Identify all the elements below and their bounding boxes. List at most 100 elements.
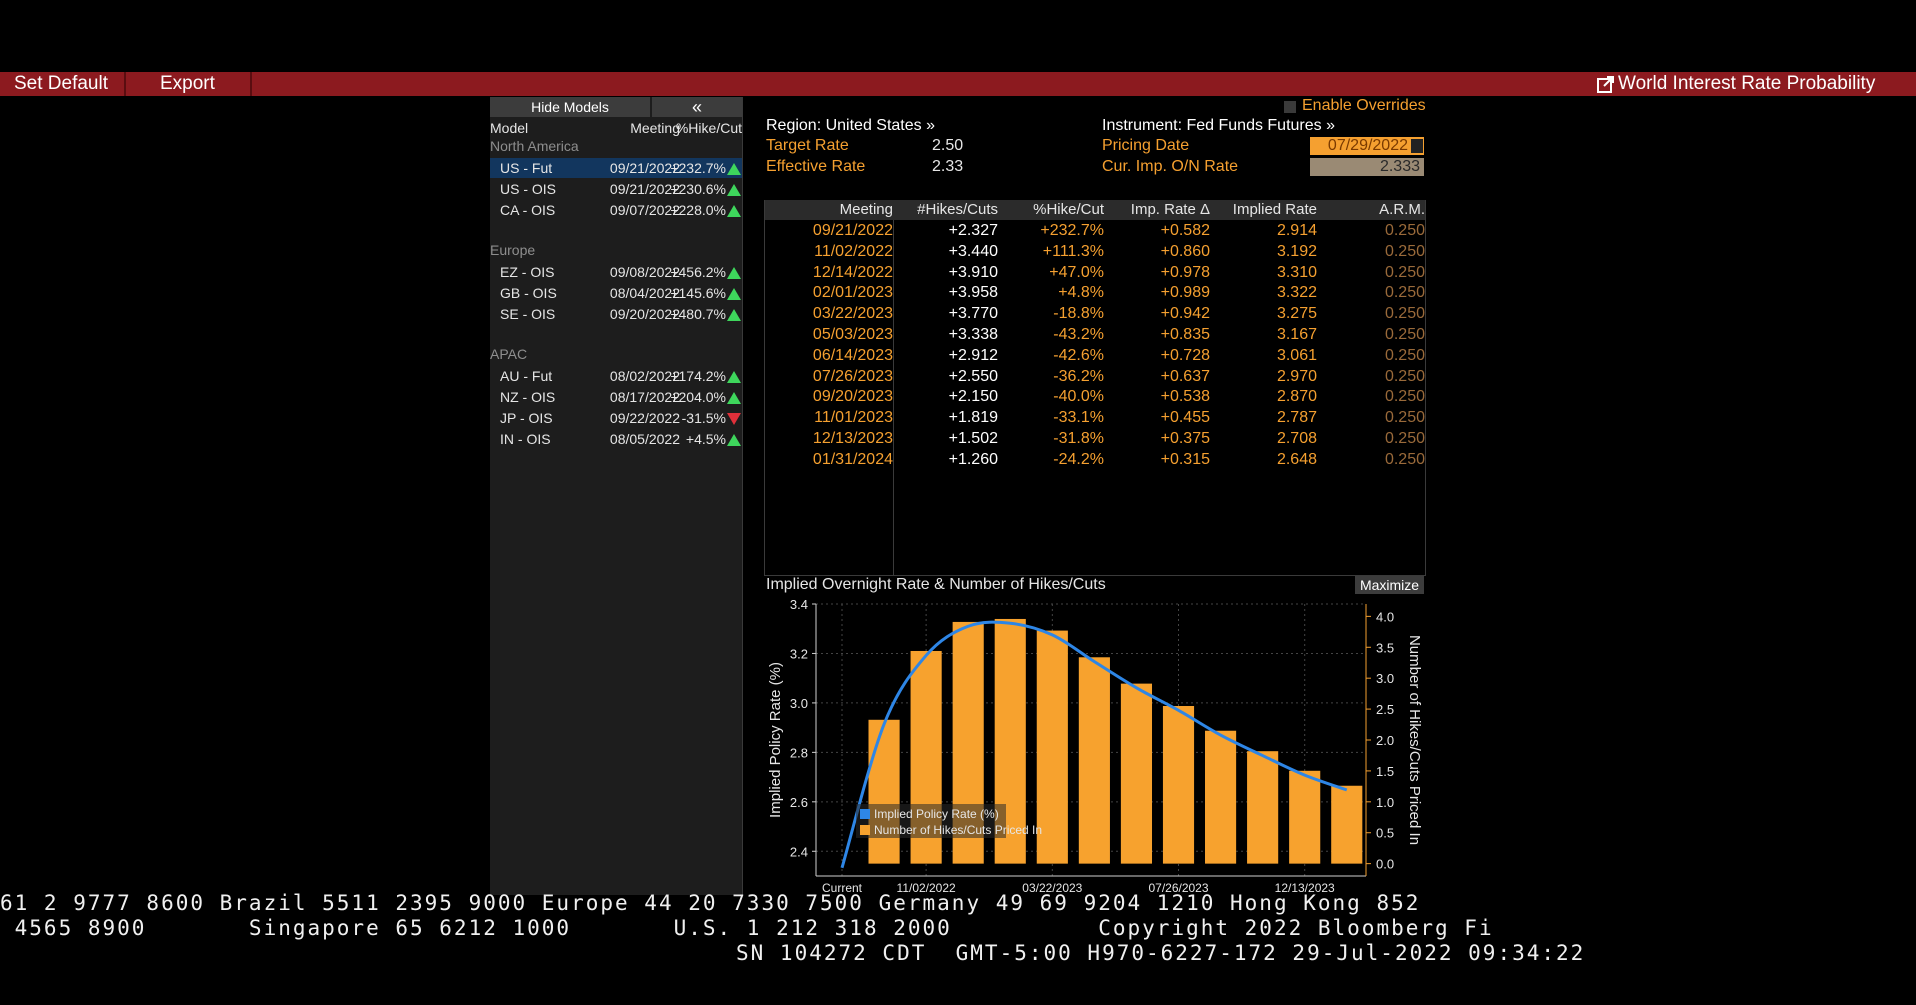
th-imp-rate-delta[interactable]: Imp. Rate Δ (1104, 200, 1210, 220)
hide-models-button[interactable]: Hide Models (490, 97, 650, 117)
left-tick-label: 2.6 (790, 795, 808, 810)
cell-meeting: 06/14/2023 (812, 346, 893, 364)
model-row[interactable]: GB - OIS 08/04/2022 +145.6% (490, 283, 742, 303)
model-name: IN - OIS (500, 431, 551, 447)
calendar-icon[interactable] (1411, 139, 1423, 153)
cell-hikes-cuts: +3.770 (948, 305, 998, 323)
th-hikes-cuts[interactable]: #Hikes/Cuts (893, 200, 998, 220)
th-meeting[interactable]: Meeting (765, 200, 893, 220)
left-tick-label: 3.2 (790, 646, 808, 661)
col-hike-header: %Hike/Cut (675, 120, 742, 136)
bar (1331, 785, 1363, 864)
rate-chart[interactable]: 2.4 2.6 2.8 3.0 3.2 3.4 0.0 0.5 1.0 1.5 2.0 2.5 3.0 3… (764, 596, 1424, 896)
maximize-button[interactable]: Maximize (1355, 576, 1424, 594)
table-row[interactable]: 07/26/2023 +2.550 -36.2% +0.637 2.970 0.250 (765, 367, 1425, 387)
cell-hike-cut-pct: -18.8% (1053, 305, 1104, 323)
table-row[interactable]: 09/21/2022 +2.327 +232.7% +0.582 2.914 0.250 (765, 221, 1425, 241)
cell-hikes-cuts: +2.150 (948, 388, 998, 406)
effective-rate-value: 2.33 (932, 158, 964, 175)
model-row[interactable]: CA - OIS 09/07/2022 +228.0% (490, 200, 742, 220)
cell-meeting: 01/31/2024 (812, 450, 893, 468)
cell-hike-cut-pct: +111.3% (1042, 242, 1104, 260)
cell-hikes-cuts: +3.338 (948, 326, 998, 343)
model-meeting: 08/02/2022 (609, 368, 680, 384)
implied-rate-line (840, 620, 1348, 869)
right-tick-label: 4.0 (1376, 609, 1394, 624)
cell-implied-rate: 3.061 (1276, 346, 1317, 364)
left-tick-label: 3.4 (790, 597, 808, 612)
cur-imp-rate-field: 2.333 (1310, 158, 1424, 176)
toolbar-divider (250, 72, 252, 96)
th-hike-cut-pct[interactable]: %Hike/Cut (998, 200, 1104, 220)
right-tick-label: 1.0 (1376, 795, 1394, 810)
table-row[interactable]: 02/01/2023 +3.958 +4.8% +0.989 3.322 0.250 (765, 283, 1425, 303)
table-row[interactable]: 06/14/2023 +2.912 -42.6% +0.728 3.061 0.250 (765, 346, 1425, 366)
model-hike-cut: +4.5% (685, 431, 726, 447)
table-row[interactable]: 09/20/2023 +2.150 -40.0% +0.538 2.870 0.250 (765, 387, 1425, 407)
cell-hikes-cuts: +1.819 (948, 409, 998, 427)
table-row[interactable]: 11/01/2023 +1.819 -33.1% +0.455 2.787 0.250 (765, 408, 1425, 428)
cur-imp-rate-label: Cur. Imp. O/N Rate (1102, 158, 1239, 175)
cell-imp-rate-delta: +0.835 (1160, 326, 1210, 343)
target-rate-value: 2.50 (932, 137, 964, 154)
cell-hike-cut-pct: -36.2% (1053, 367, 1104, 385)
cell-imp-rate-delta: +0.455 (1160, 409, 1210, 427)
cell-arm: 0.250 (1384, 367, 1425, 385)
table-row[interactable]: 05/03/2023 +3.338 -43.2% +0.835 3.167 0.250 (765, 325, 1425, 345)
model-row[interactable]: IN - OIS 08/05/2022 +4.5% (490, 429, 742, 449)
cell-arm: 0.250 (1384, 326, 1425, 343)
th-arm[interactable]: A.R.M. (1317, 200, 1425, 220)
instrument-selector[interactable]: Instrument: Fed Funds Futures » (1102, 117, 1335, 134)
pricing-date-field[interactable]: 07/29/2022 (1310, 137, 1424, 155)
cell-meeting: 03/22/2023 (812, 305, 893, 323)
right-tick-label: 2.5 (1376, 702, 1394, 717)
cell-imp-rate-delta: +0.315 (1160, 450, 1210, 468)
cell-implied-rate: 3.192 (1276, 242, 1317, 260)
collapse-panel-button[interactable]: « (652, 97, 742, 117)
model-row[interactable]: JP - OIS 09/22/2022 -31.5% (490, 408, 742, 428)
model-hike-cut: +230.6% (670, 181, 726, 197)
table-row[interactable]: 03/22/2023 +3.770 -18.8% +0.942 3.275 0.250 (765, 304, 1425, 324)
cell-imp-rate-delta: +0.582 (1160, 222, 1210, 239)
model-row[interactable]: SE - OIS 09/20/2022 +480.7% (490, 304, 742, 324)
legend-swatch-bar (860, 825, 870, 835)
model-row[interactable]: EZ - OIS 09/08/2022 +456.2% (490, 262, 742, 282)
target-rate-label: Target Rate (766, 137, 849, 154)
model-hike-cut: -31.5% (681, 410, 726, 426)
cell-arm: 0.250 (1384, 430, 1425, 447)
cell-implied-rate: 2.970 (1276, 367, 1317, 385)
bar (1247, 751, 1279, 864)
model-name: US - OIS (500, 181, 557, 197)
table-row[interactable]: 01/31/2024 +1.260 -24.2% +0.315 2.648 0.250 (765, 450, 1425, 470)
cell-imp-rate-delta: +0.860 (1160, 242, 1210, 260)
table-row[interactable]: 12/13/2023 +1.502 -31.8% +0.375 2.708 0.250 (765, 429, 1425, 449)
table-row[interactable]: 11/02/2022 +3.440 +111.3% +0.860 3.192 0.250 (765, 242, 1425, 262)
legend-label-line: Implied Policy Rate (%) (874, 807, 999, 821)
model-name: NZ - OIS (500, 389, 556, 405)
model-row[interactable]: AU - Fut 08/02/2022 +174.2% (490, 366, 742, 386)
model-meeting: 09/07/2022 (609, 202, 680, 218)
model-row[interactable]: NZ - OIS 08/17/2022 +204.0% (490, 387, 742, 407)
external-link-icon[interactable] (1596, 72, 1626, 96)
y2-axis-title: Number of Hikes/Cuts Priced In (1406, 635, 1423, 845)
table-row[interactable]: 12/14/2022 +3.910 +47.0% +0.978 3.310 0.250 (765, 263, 1425, 283)
model-meeting: 09/21/2022 (609, 160, 680, 176)
right-tick-label: 0.0 (1376, 857, 1394, 872)
model-name: GB - OIS (500, 285, 557, 301)
set-default-button[interactable]: Set Default (14, 73, 108, 94)
y-axis-title: Implied Policy Rate (%) (767, 662, 784, 818)
model-name: CA - OIS (500, 202, 556, 218)
cell-implied-rate: 2.914 (1276, 222, 1317, 239)
model-meeting: 08/04/2022 (609, 285, 680, 301)
model-row[interactable]: US - OIS 09/21/2022 +230.6% (490, 179, 742, 199)
model-row[interactable]: US - Fut 09/21/2022 +232.7% (490, 158, 742, 178)
region-selector[interactable]: Region: United States » (766, 117, 935, 134)
window-title: World Interest Rate Probability (1618, 73, 1876, 94)
enable-overrides-checkbox[interactable] (1284, 101, 1296, 113)
legend-box (856, 804, 1006, 838)
cell-hike-cut-pct: -31.8% (1053, 430, 1104, 447)
cell-implied-rate: 3.275 (1276, 305, 1317, 323)
th-implied-rate[interactable]: Implied Rate (1210, 200, 1317, 220)
export-button[interactable]: Export (160, 73, 215, 94)
enable-overrides-label[interactable]: Enable Overrides (1302, 97, 1426, 114)
